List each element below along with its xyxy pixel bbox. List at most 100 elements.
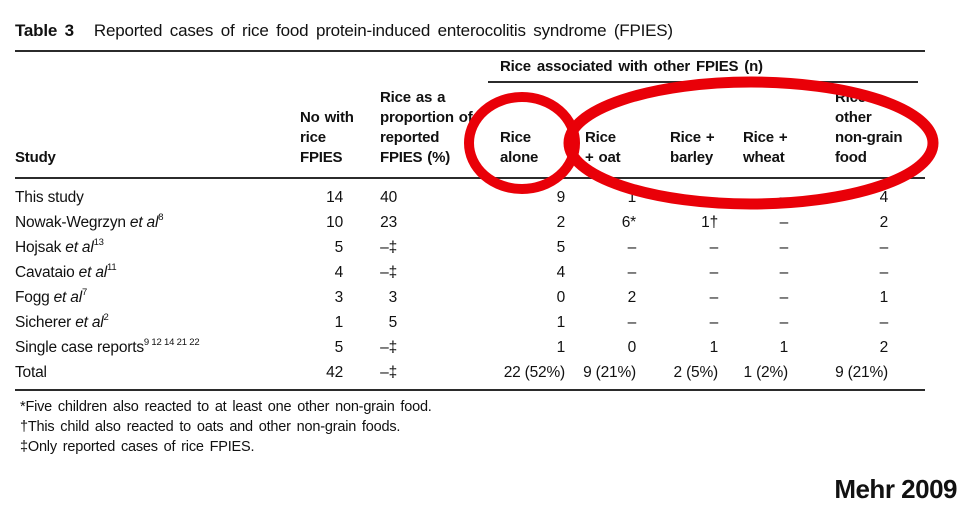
study-name: Nowak-Wegrzyn [15,214,126,231]
cell-rice-alone: 22 (52%) [503,364,565,381]
cell-rice-alone: 4 [556,264,566,281]
divider [15,389,925,391]
table-row: This study 14 40 9 1 – – 4 [0,185,971,210]
cell-rice-alone: 1 [556,339,566,356]
study-superscript: 11 [106,261,117,273]
column-header-study: Study [15,149,56,166]
column-group-header: Rice associated with other FPIES (n) [500,58,763,75]
cell-rice-oat: – [627,239,637,256]
cell-rice-other: – [879,314,889,331]
column-header-rice-oat: Rice + oat [585,129,621,166]
cell-no-with-rice: 14 [326,189,343,206]
cell-no-with-rice: 5 [334,239,344,256]
column-header-rice-proportion: Rice as a proportion of reported FPIES (… [380,89,473,166]
cell-rice-other: 1 [879,289,889,306]
cell-study: Single case reports9 12 14 21 22 [15,335,200,360]
cell-no-with-rice: 10 [326,214,343,231]
cell-proportion: 5 [388,314,398,331]
study-superscript: 7 [81,286,88,298]
cell-rice-wheat: – [779,314,789,331]
table-title: Table 3 Reported cases of rice food prote… [15,20,673,42]
cell-study: Cavataio et al11 [15,260,117,285]
cell-proportion: –‡ [380,339,397,356]
study-name: Single case reports [15,339,144,356]
cell-rice-barley: – [709,189,719,206]
table-row: Total 42 –‡ 22 (52%) 9 (21%) 2 (5%) 1 (2… [0,360,971,385]
cell-rice-barley: – [709,264,719,281]
table-caption: Reported cases of rice food protein-indu… [93,21,673,40]
cell-rice-wheat: – [779,289,789,306]
cell-rice-alone: 5 [556,239,566,256]
table-row: Nowak-Wegrzyn et al8 10 23 2 6* 1† – 2 [0,210,971,235]
table-row: Sicherer et al2 1 5 1 – – – – [0,310,971,335]
divider [15,50,925,52]
cell-no-with-rice: 1 [334,314,344,331]
cell-proportion: –‡ [380,239,397,256]
study-superscript: 13 [93,236,104,248]
cell-proportion: –‡ [380,264,397,281]
cell-rice-barley: – [709,289,719,306]
divider [15,177,925,179]
cell-rice-barley: 1† [701,214,718,231]
table-row: Cavataio et al11 4 –‡ 4 – – – – [0,260,971,285]
study-superscript: 2 [103,311,109,323]
cell-rice-wheat: – [779,214,789,231]
cell-rice-other: – [879,239,889,256]
cell-rice-other: 4 [879,189,889,206]
cell-no-with-rice: 5 [334,339,344,356]
cell-study: Total [15,360,47,385]
study-name: Fogg [15,289,50,306]
cell-study: Sicherer et al2 [15,310,109,335]
study-etal: et al [125,214,159,231]
source-attribution: Mehr 2009 [834,474,957,504]
study-etal: et al [71,314,104,331]
table-number: Table 3 [15,21,74,40]
cell-proportion: 23 [380,214,397,231]
cell-study: Hojsak et al13 [15,235,104,260]
cell-rice-barley: – [709,239,719,256]
cell-proportion: 3 [388,289,398,306]
cell-rice-barley: – [709,314,719,331]
cell-no-with-rice: 3 [334,289,344,306]
study-etal: et al [61,239,94,256]
cell-study: Nowak-Wegrzyn et al8 [15,210,164,235]
table-row: Single case reports9 12 14 21 22 5 –‡ 1 … [0,335,971,360]
study-etal: et al [74,264,108,281]
footnote-dagger: †This child also reacted to oats and oth… [20,419,401,435]
cell-study: This study [15,185,84,210]
cell-no-with-rice: 42 [326,364,343,381]
study-superscript: 8 [158,211,164,223]
cell-rice-oat: 9 (21%) [583,364,636,381]
column-header-rice-barley: Rice + barley [670,129,715,166]
column-header-rice-alone: Rice alone [500,129,539,166]
column-header-no-with-rice: No with rice FPIES [300,109,354,166]
cell-rice-wheat: 1 (2%) [743,364,789,381]
cell-no-with-rice: 4 [334,264,344,281]
cell-rice-alone: 1 [556,314,566,331]
column-header-rice-other-food: Rice + other non-grain food [835,89,903,166]
table-row: Hojsak et al13 5 –‡ 5 – – – – [0,235,971,260]
footnote-double-dagger: ‡Only reported cases of rice FPIES. [20,439,255,455]
study-name: Total [15,364,47,381]
cell-rice-alone: 0 [556,289,566,306]
cell-rice-oat: 2 [627,289,637,306]
cell-rice-wheat: – [779,239,789,256]
cell-rice-other: 2 [879,214,889,231]
cell-rice-wheat: – [779,264,789,281]
cell-rice-wheat: 1 [779,339,789,356]
study-name: Sicherer [15,314,72,331]
footnotes: *Five children also reacted to at least … [20,397,432,457]
cell-rice-oat: – [627,264,637,281]
cell-study: Fogg et al7 [15,285,87,310]
cell-rice-oat: – [627,314,637,331]
cell-rice-other: 9 (21%) [835,364,888,381]
table-row: Fogg et al7 3 3 0 2 – – 1 [0,285,971,310]
cell-rice-barley: 2 (5%) [673,364,719,381]
cell-rice-alone: 9 [556,189,566,206]
study-etal: et al [49,289,83,306]
cell-rice-other: 2 [879,339,889,356]
study-name: This study [15,189,84,206]
cell-proportion: 40 [380,189,397,206]
divider [488,81,918,83]
